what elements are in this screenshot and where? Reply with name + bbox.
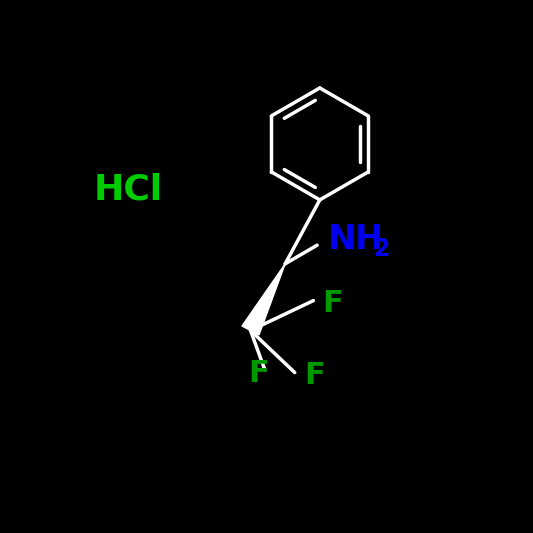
Text: NH: NH	[328, 223, 384, 256]
Text: F: F	[304, 361, 325, 390]
Polygon shape	[242, 264, 285, 335]
Text: HCl: HCl	[93, 172, 163, 206]
Text: 2: 2	[373, 237, 390, 261]
Text: F: F	[248, 359, 269, 387]
Text: F: F	[322, 289, 343, 318]
